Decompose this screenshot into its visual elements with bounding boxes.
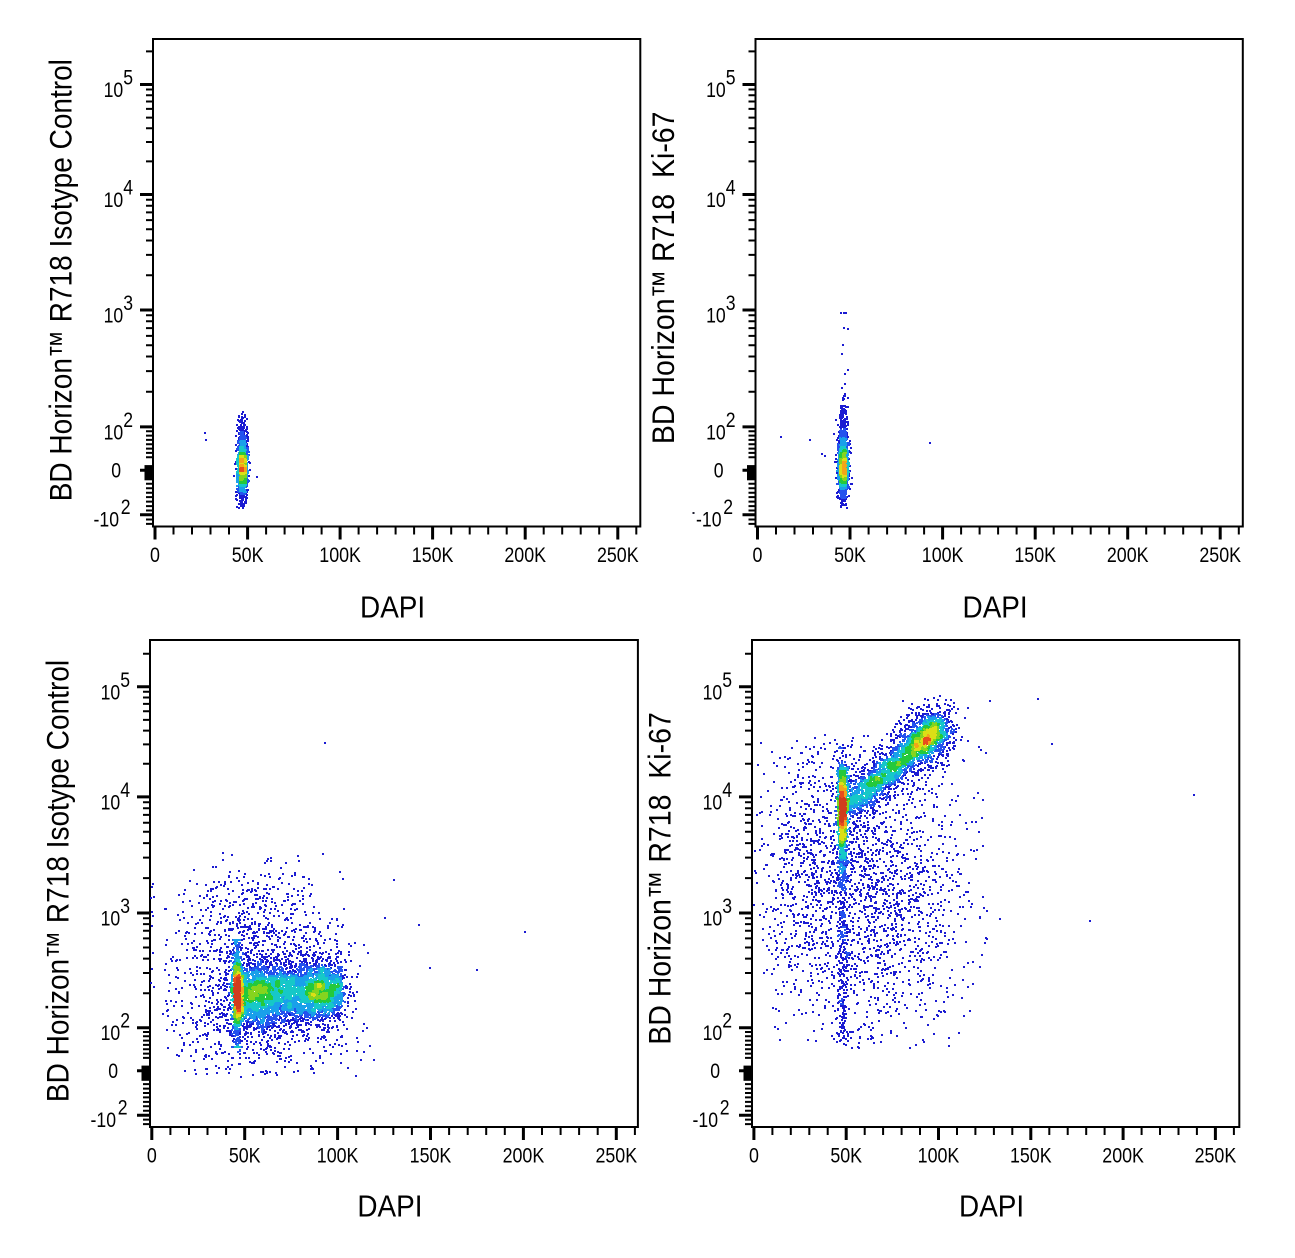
svg-text:250K: 250K bbox=[597, 543, 639, 567]
svg-text:250K: 250K bbox=[1195, 1144, 1237, 1168]
svg-text:200K: 200K bbox=[503, 1144, 545, 1168]
svg-text:250K: 250K bbox=[595, 1144, 637, 1168]
svg-text:100K: 100K bbox=[317, 1144, 359, 1168]
svg-text:0: 0 bbox=[749, 1144, 759, 1168]
svg-text:150K: 150K bbox=[410, 1144, 452, 1168]
svg-text:50K: 50K bbox=[834, 543, 866, 567]
svg-text:50K: 50K bbox=[229, 1144, 261, 1168]
svg-text:DAPI: DAPI bbox=[963, 590, 1028, 625]
svg-text:DAPI: DAPI bbox=[357, 1189, 422, 1224]
svg-text:150K: 150K bbox=[1014, 543, 1056, 567]
svg-text:0: 0 bbox=[150, 543, 160, 567]
svg-text:0: 0 bbox=[710, 1060, 720, 1084]
svg-text:0: 0 bbox=[714, 459, 724, 483]
svg-text:150K: 150K bbox=[412, 543, 454, 567]
svg-text:DAPI: DAPI bbox=[959, 1189, 1024, 1224]
svg-text:0: 0 bbox=[753, 543, 763, 567]
svg-text:200K: 200K bbox=[504, 543, 546, 567]
svg-text:100K: 100K bbox=[922, 543, 964, 567]
svg-text:200K: 200K bbox=[1107, 543, 1149, 567]
svg-text:BD Horizon™ R718 Ki-67: BD Horizon™ R718 Ki-67 bbox=[647, 111, 682, 444]
svg-text:DAPI: DAPI bbox=[360, 590, 425, 625]
svg-text:200K: 200K bbox=[1102, 1144, 1144, 1168]
svg-text:0: 0 bbox=[108, 1060, 118, 1084]
svg-text:250K: 250K bbox=[1199, 543, 1241, 567]
svg-text:100K: 100K bbox=[918, 1144, 960, 1168]
svg-text:50K: 50K bbox=[830, 1144, 862, 1168]
svg-text:100K: 100K bbox=[319, 543, 361, 567]
svg-text:50K: 50K bbox=[232, 543, 264, 567]
svg-text:BD Horizon™ R718 Ki-67: BD Horizon™ R718 Ki-67 bbox=[643, 712, 678, 1045]
svg-text:BD Horizon™ R718 Isotype Contr: BD Horizon™ R718 Isotype Control bbox=[41, 660, 76, 1102]
svg-text:0: 0 bbox=[147, 1144, 157, 1168]
svg-text:BD Horizon™ R718 Isotype Contr: BD Horizon™ R718 Isotype Control bbox=[44, 59, 79, 501]
svg-text:150K: 150K bbox=[1010, 1144, 1052, 1168]
svg-text:0: 0 bbox=[111, 459, 121, 483]
